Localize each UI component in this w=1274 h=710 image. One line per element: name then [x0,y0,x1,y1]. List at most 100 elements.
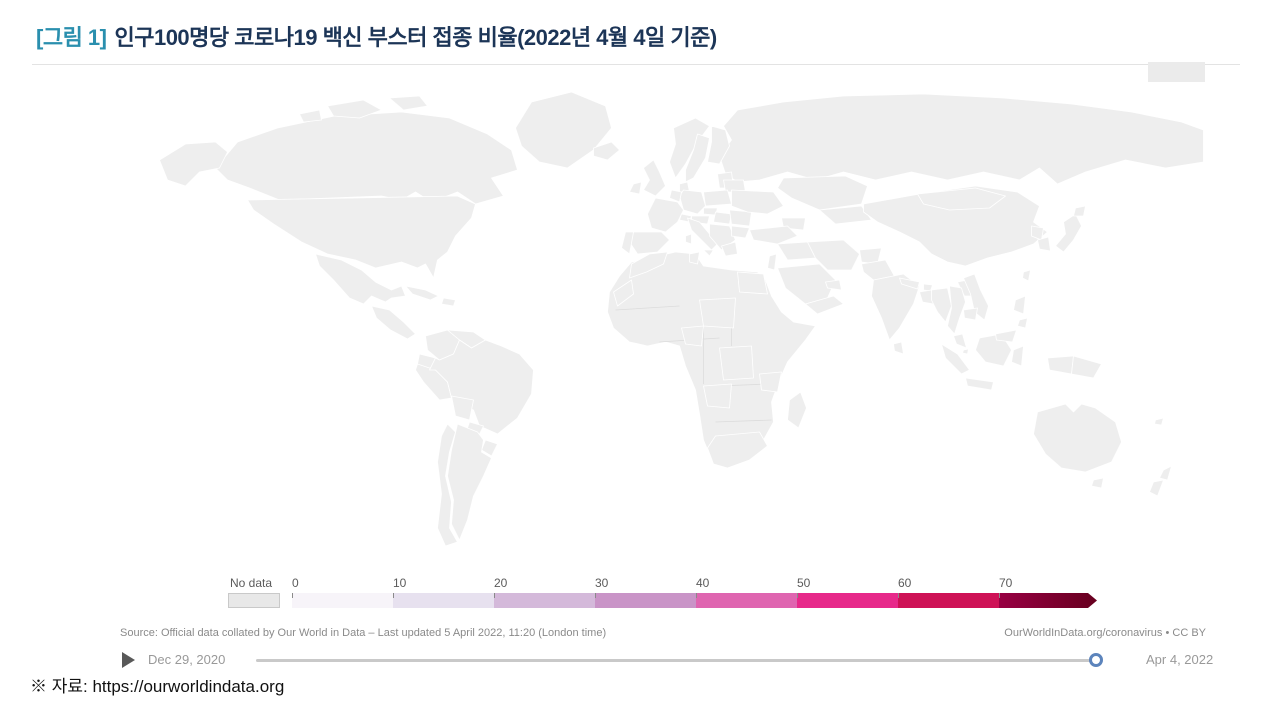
country-france[interactable] [647,197,684,233]
country-brazil[interactable] [429,339,534,435]
country-indonesia-papua[interactable] [1047,355,1074,375]
country-greece[interactable] [721,241,738,257]
play-button[interactable] [122,652,135,668]
country-japan[interactable] [1055,213,1082,253]
country-vietnam[interactable] [963,273,989,321]
country-myanmar[interactable] [931,287,952,323]
country-drc[interactable] [719,345,754,381]
country-new-zealand-south[interactable] [1149,479,1164,497]
country-chad[interactable] [699,297,736,329]
country-malaysia-borneo[interactable] [995,329,1017,343]
country-morocco[interactable] [629,251,668,279]
country-argentina[interactable] [447,423,492,541]
legend-segment[interactable] [292,593,393,608]
country-uae[interactable] [825,279,842,291]
country-tasmania[interactable] [1091,477,1104,489]
country-alaska[interactable] [159,141,228,187]
country-tanzania[interactable] [759,371,782,393]
country-italy-sicily[interactable] [703,249,714,257]
country-australia[interactable] [1033,403,1122,473]
country-usa[interactable] [247,195,476,279]
country-nigeria[interactable] [681,325,704,347]
country-sweden[interactable] [685,133,710,183]
country-new-caledonia[interactable] [1154,417,1164,426]
country-canada[interactable] [215,111,518,205]
country-spain[interactable] [629,231,670,255]
country-bulgaria[interactable] [731,225,750,239]
country-thailand[interactable] [947,285,966,335]
country-italy-sardinia[interactable] [685,233,692,245]
country-hungary[interactable] [713,211,732,225]
country-portugal[interactable] [621,231,634,255]
country-iceland[interactable] [593,141,620,161]
country-philippines[interactable] [1013,295,1026,315]
country-greenland[interactable] [515,91,612,169]
country-turkey[interactable] [749,225,798,245]
country-indonesia-sulawesi[interactable] [1011,345,1024,367]
country-mexico[interactable] [315,253,406,305]
country-ireland[interactable] [629,181,642,195]
country-india[interactable] [871,273,920,341]
country-uruguay[interactable] [481,439,498,457]
country-israel[interactable] [767,253,777,271]
country-canada-island[interactable] [327,99,382,119]
legend-no-data-swatch[interactable] [228,593,280,608]
legend-tick-label: 10 [393,576,407,590]
country-ukraine[interactable] [731,189,784,215]
legend-segment[interactable] [797,593,898,608]
country-norway[interactable] [669,117,710,179]
country-kazakhstan[interactable] [777,175,868,211]
country-canada-island[interactable] [389,95,428,111]
attribution-link[interactable]: OurWorldInData.org/coronavirus • CC BY [1004,627,1206,639]
country-south-africa[interactable] [707,431,768,469]
country-benelux[interactable] [669,189,682,203]
country-south-korea[interactable] [1037,236,1051,252]
legend-tick-mark [696,593,697,598]
country-nepal[interactable] [899,277,920,290]
country-tunisia[interactable] [689,251,700,265]
country-hispaniola[interactable] [441,297,456,307]
country-poland[interactable] [703,189,732,207]
country-bolivia[interactable] [451,395,474,421]
country-central-asia[interactable] [819,205,872,225]
country-angola[interactable] [703,383,732,409]
country-iran[interactable] [807,239,860,271]
country-central-america[interactable] [371,305,416,340]
legend-segment[interactable] [494,593,595,608]
country-taiwan[interactable] [1022,269,1031,282]
legend-segment[interactable] [898,593,999,608]
country-romania[interactable] [729,209,752,227]
country-italy[interactable] [687,217,718,251]
country-chile[interactable] [437,423,458,547]
legend-tick-mark [595,593,596,598]
legend-segment[interactable] [595,593,696,608]
country-malaysia[interactable] [953,333,967,349]
country-russia[interactable] [719,93,1204,185]
country-singapore[interactable] [962,348,969,355]
timeline-handle[interactable] [1089,653,1103,667]
country-cambodia[interactable] [963,307,978,321]
country-cuba[interactable] [405,285,439,301]
country-new-zealand-north[interactable] [1159,465,1172,481]
country-uk[interactable] [643,159,666,197]
country-canada-island[interactable] [299,109,322,123]
country-indonesia-java[interactable] [965,377,994,391]
country-finland[interactable] [707,125,730,165]
country-japan-hokkaido[interactable] [1073,205,1086,217]
legend-segment[interactable] [696,593,797,608]
country-egypt[interactable] [737,271,768,295]
country-western-sahara[interactable] [613,279,634,307]
legend-segment[interactable] [999,593,1097,608]
legend-segment[interactable] [393,593,494,608]
country-philippines-south[interactable] [1017,317,1028,329]
country-madagascar[interactable] [787,391,807,429]
country-yemen-oman[interactable] [805,295,844,315]
country-papua-new-guinea[interactable] [1071,355,1102,379]
timeline-track[interactable] [256,659,1096,662]
legend-tick-labels: 0 10 20 30 40 50 60 70 [292,576,1102,590]
country-sri-lanka[interactable] [893,341,904,355]
country-china[interactable] [863,185,1048,267]
country-mongolia[interactable] [917,187,1006,211]
legend-tick-label: 40 [696,576,710,590]
country-indonesia-sumatra[interactable] [941,343,970,375]
